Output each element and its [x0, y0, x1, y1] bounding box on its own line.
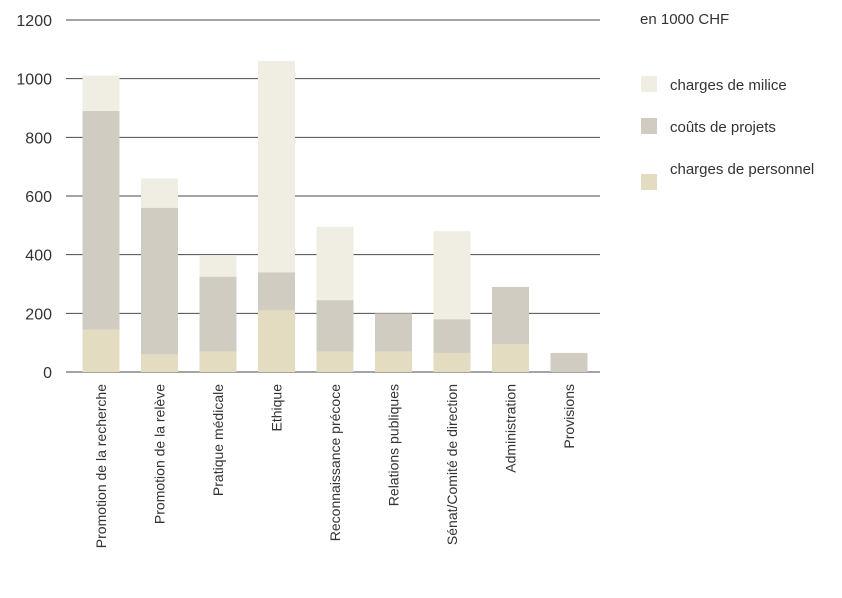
bars — [82, 61, 588, 372]
legend-swatch — [641, 118, 657, 134]
legend-label: charges de milice — [670, 77, 787, 94]
legend: charges de milice coûts de projets charges… — [641, 76, 814, 190]
legend-label: charges de personnel — [670, 161, 814, 178]
x-tick-label: Reconnaissance précoce — [327, 384, 343, 541]
x-tick-label: Provisions — [561, 384, 577, 449]
bar-segment-charges-de-milice — [141, 178, 178, 208]
bar-segment-charges-de-milice — [433, 231, 471, 320]
bar-segment-charges-de-personnel — [82, 329, 120, 372]
x-tick-label: Ethique — [269, 384, 285, 432]
bar-segment-co-ts-de-projets — [375, 313, 412, 352]
y-tick-label: 200 — [25, 306, 52, 323]
bar-segment-co-ts-de-projets — [433, 319, 471, 353]
bar-segment-charges-de-milice — [316, 226, 354, 301]
y-tick-label: 0 — [43, 365, 52, 382]
x-tick-label: Promotion de la recherche — [93, 384, 109, 548]
bar-segment-co-ts-de-projets — [199, 276, 237, 352]
y-axis-ticks: 0 200 400 600 800 1000 1200 — [16, 13, 52, 382]
x-tick-label: Relations publiques — [386, 384, 402, 506]
bar-segment-co-ts-de-projets — [492, 286, 529, 345]
bar-segment-charges-de-personnel — [316, 351, 354, 372]
bar-segment-co-ts-de-projets — [141, 207, 178, 355]
x-tick-label: Promotion de la relève — [152, 384, 168, 524]
legend-label: coûts de projets — [670, 119, 776, 136]
bar-segment-charges-de-milice — [82, 75, 120, 111]
bar-segment-charges-de-personnel — [375, 351, 412, 372]
legend-swatch — [641, 76, 657, 92]
bar-segment-co-ts-de-projets — [82, 110, 120, 330]
y-tick-label: 1000 — [16, 72, 52, 89]
bar-segment-charges-de-personnel — [141, 354, 178, 372]
y-tick-label: 400 — [25, 248, 52, 265]
bar-segment-charges-de-milice — [199, 256, 237, 277]
x-tick-label: Administration — [503, 384, 519, 473]
x-axis-labels: Promotion de la recherche Promotion de la… — [93, 384, 577, 548]
y-tick-label: 800 — [25, 130, 52, 147]
bar-segment-co-ts-de-projets — [258, 272, 295, 311]
y-tick-label: 600 — [25, 189, 52, 206]
bar-segment-co-ts-de-projets — [316, 300, 354, 352]
bar-segment-co-ts-de-projets — [550, 352, 588, 372]
bar-segment-charges-de-milice — [258, 61, 295, 273]
bar-segment-charges-de-personnel — [492, 344, 529, 372]
bar-segment-charges-de-personnel — [258, 310, 295, 372]
legend-swatch — [641, 174, 657, 190]
bar-segment-charges-de-personnel — [199, 351, 237, 372]
unit-label: en 1000 CHF — [640, 11, 729, 28]
x-tick-label: Pratique médicale — [210, 384, 226, 496]
x-tick-label: Sénat/Comité de direction — [444, 384, 460, 545]
y-tick-label: 1200 — [16, 13, 52, 30]
bar-segment-charges-de-personnel — [433, 352, 471, 372]
